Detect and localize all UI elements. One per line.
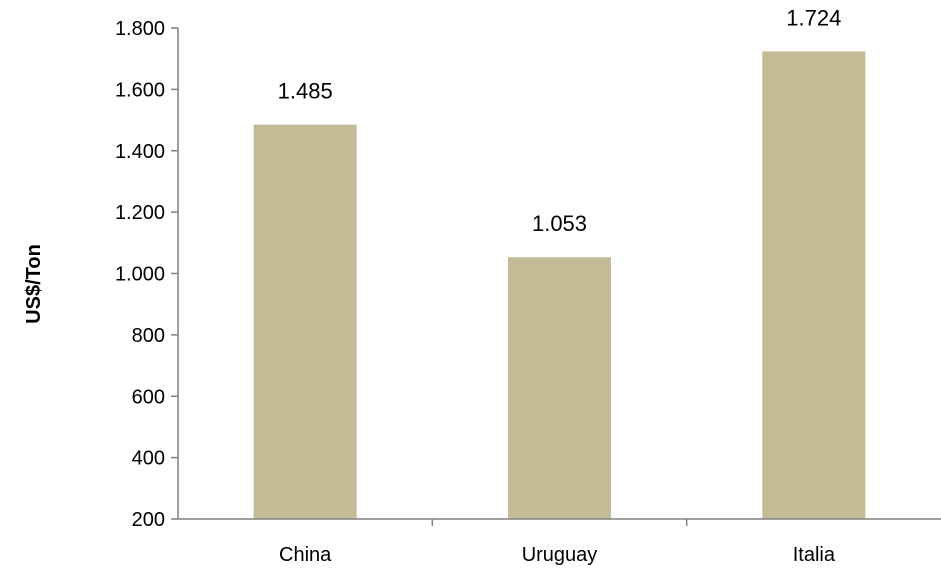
data-label-italia: 1.724 <box>786 5 841 30</box>
y-axis: 200 400 600 800 1.000 1.200 1.400 1.600 1.800 <box>115 18 179 531</box>
y-axis-title: US$/Ton <box>23 244 45 324</box>
y-tick-label: 1.000 <box>115 264 165 286</box>
bars-group: 1.485 1.053 1.724 <box>253 5 866 520</box>
category-label-china: China <box>279 544 332 566</box>
category-label-italia: Italia <box>793 544 836 566</box>
bar-uruguay <box>508 257 611 519</box>
category-label-uruguay: Uruguay <box>522 544 598 566</box>
y-tick-label: 1.800 <box>115 18 165 40</box>
y-tick-label: 1.400 <box>115 141 165 163</box>
data-label-uruguay: 1.053 <box>532 211 587 236</box>
y-tick-label: 600 <box>132 386 165 408</box>
y-tick-label: 800 <box>132 325 165 347</box>
data-label-china: 1.485 <box>278 79 333 104</box>
y-tick-label: 1.200 <box>115 202 165 224</box>
bar-italia <box>762 51 866 519</box>
bar-china <box>253 124 357 520</box>
y-tick-label: 200 <box>132 509 165 531</box>
y-tick-label: 400 <box>132 448 165 470</box>
y-tick-label: 1.600 <box>115 79 165 101</box>
x-axis: China Uruguay Italia <box>178 518 941 566</box>
